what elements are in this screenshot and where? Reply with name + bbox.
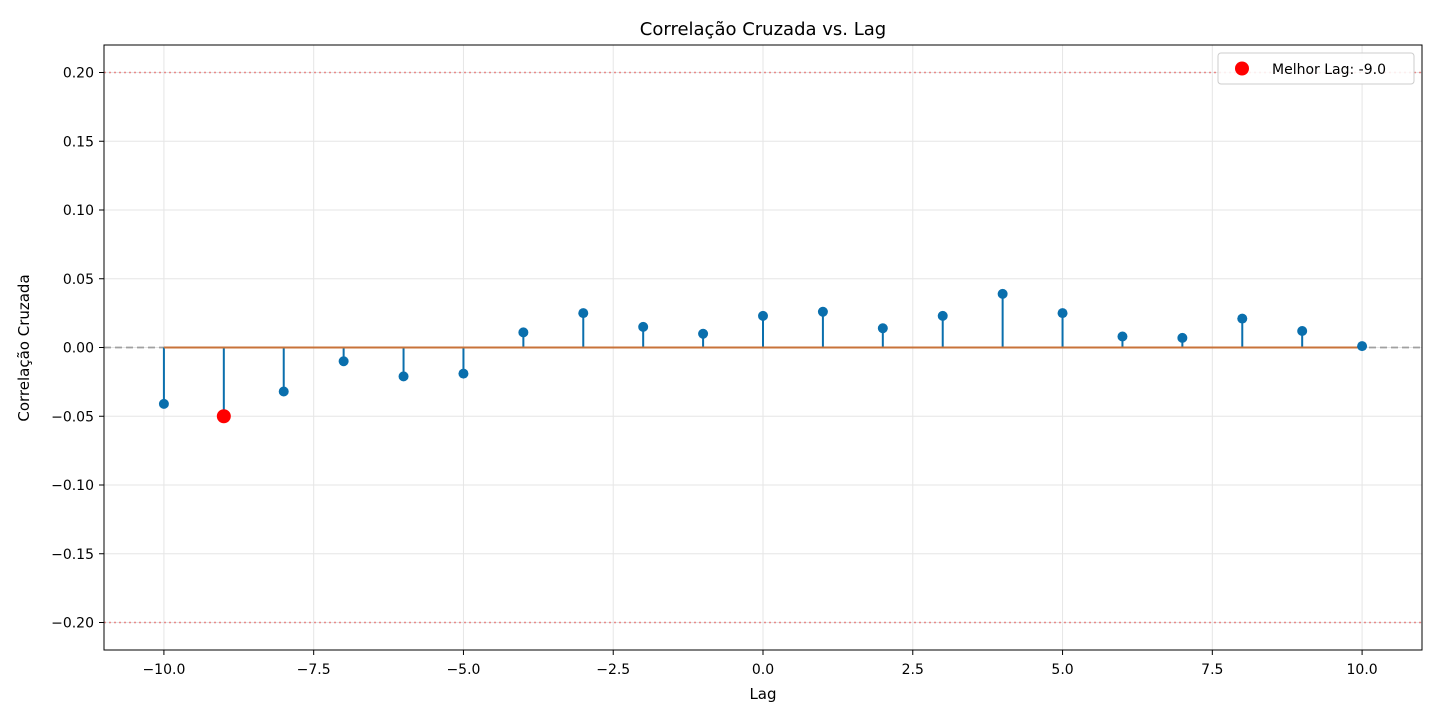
- x-tick-label: −7.5: [297, 662, 331, 678]
- legend-label: Melhor Lag: -9.0: [1272, 62, 1386, 78]
- data-point: [398, 371, 409, 382]
- data-point: [518, 327, 529, 338]
- data-points: [158, 288, 1368, 424]
- x-tick-label: −2.5: [596, 662, 630, 678]
- y-tick-label: 0.15: [63, 134, 94, 150]
- data-point: [158, 398, 169, 409]
- best-lag-point: [216, 409, 231, 424]
- x-tick-label: 10.0: [1347, 662, 1378, 678]
- data-point: [698, 328, 709, 339]
- y-tick-label: 0.10: [63, 203, 94, 219]
- legend: Melhor Lag: -9.0: [1217, 52, 1415, 85]
- data-point: [578, 308, 589, 319]
- y-tick-label: 0.20: [63, 66, 94, 82]
- legend-box: [1217, 52, 1415, 85]
- x-tick-label: 7.5: [1201, 662, 1223, 678]
- chart-title: Correlação Cruzada vs. Lag: [640, 19, 886, 40]
- data-point: [997, 288, 1008, 299]
- legend-marker: [1235, 61, 1249, 76]
- x-axis-label: Lag: [749, 685, 776, 703]
- data-point: [758, 310, 768, 321]
- x-tick-label: 0.0: [752, 662, 774, 678]
- data-point: [1297, 326, 1308, 336]
- data-point: [338, 356, 349, 367]
- x-axis-ticks: −10.0 −7.5 −5.0 −2.5 0.0 2.5 5.0 7.5 10.0: [142, 650, 1378, 678]
- data-point: [1177, 332, 1188, 343]
- data-point: [1357, 341, 1368, 352]
- data-point: [278, 386, 289, 397]
- y-tick-label: −0.20: [51, 616, 94, 632]
- x-tick-label: 5.0: [1051, 662, 1073, 678]
- y-axis-ticks: 0.20 0.15 0.10 0.05 0.00 −0.05 −0.10 −0.15 −0.20: [51, 66, 104, 632]
- data-point: [817, 306, 828, 317]
- data-point: [1237, 313, 1248, 324]
- data-point: [638, 321, 649, 332]
- data-point: [877, 323, 888, 334]
- y-tick-label: 0.05: [63, 272, 94, 288]
- y-tick-label: −0.10: [51, 478, 94, 494]
- data-point: [937, 310, 948, 321]
- y-tick-label: −0.05: [51, 409, 94, 425]
- y-axis-label: Correlação Cruzada: [15, 274, 33, 421]
- y-tick-label: −0.15: [51, 547, 94, 563]
- data-point: [1117, 331, 1128, 342]
- y-tick-label: 0.00: [63, 341, 94, 357]
- data-point: [458, 368, 469, 379]
- data-point: [1057, 308, 1068, 319]
- x-tick-label: 2.5: [902, 662, 924, 678]
- x-tick-label: −5.0: [446, 662, 480, 678]
- x-tick-label: −10.0: [142, 662, 185, 678]
